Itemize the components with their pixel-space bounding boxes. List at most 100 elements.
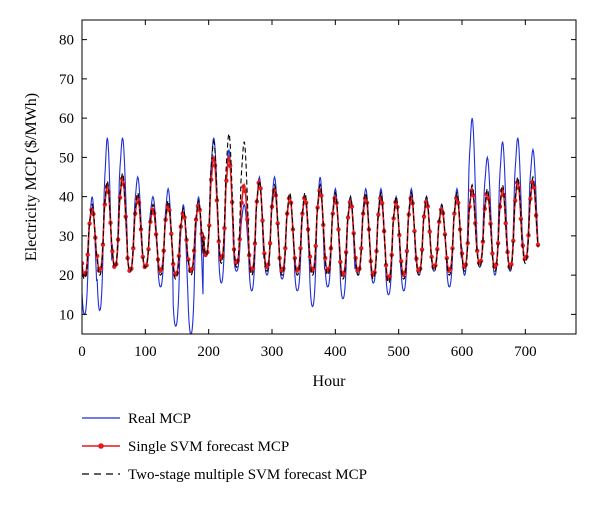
series-1-point-657 (495, 241, 501, 246)
series-1-point-540 (421, 214, 427, 219)
plot-frame (81, 19, 577, 335)
y-axis-title: Electricity MCP ($/MWh) (23, 93, 40, 261)
series-1-point-378 (319, 193, 324, 198)
series-1-point-282 (258, 186, 263, 191)
series-1-point-33 (100, 242, 106, 247)
series-1-point-468 (376, 212, 381, 217)
x-tick-label-100: 100 (134, 344, 157, 360)
series-1-point-234 (228, 163, 233, 169)
series-1-point-405 (336, 227, 341, 232)
series-1-point-255 (241, 184, 246, 189)
series-1-point-513 (404, 248, 410, 254)
y-tick-label-50: 50 (59, 150, 74, 166)
series-1-point-624 (475, 248, 480, 254)
series-1-point-708 (528, 196, 533, 202)
legend-entry-single-svm: Single SVM forecast MCP (82, 439, 289, 455)
series-1-point-81 (131, 246, 136, 251)
series-1-point-693 (518, 216, 524, 222)
legend-label-real: Real MCP (128, 411, 191, 427)
series-1-point-24 (95, 253, 100, 259)
x-tick-label-0: 0 (78, 344, 86, 360)
series-1-point-714 (532, 185, 537, 190)
series-1-point-204 (209, 177, 214, 182)
series-1-point-102 (144, 263, 149, 268)
legend-label-two-stage-svm: Two-stage multiple SVM forecast MCP (128, 467, 367, 483)
series-1-point-144 (171, 261, 176, 267)
series-1-point-162 (182, 215, 187, 220)
series-1-point-180 (193, 217, 199, 222)
y-tick-label-80: 80 (59, 33, 74, 49)
series-1-point-408 (338, 259, 343, 265)
series-1-point-12 (87, 221, 92, 226)
legend-entry-real: Real MCP (82, 411, 191, 427)
series-1-point-270 (250, 265, 256, 271)
series-1-point-501 (397, 232, 402, 238)
series-1-point-369 (313, 243, 318, 249)
series-1-point-201 (207, 223, 212, 228)
y-tick-label-60: 60 (59, 111, 74, 127)
series-1-point-552 (429, 254, 434, 260)
series-1-point-558 (433, 263, 438, 268)
series-1-point-681 (511, 238, 516, 243)
series-1-point-594 (456, 200, 461, 206)
y-tick-label-40: 40 (59, 190, 74, 206)
series-1-point-618 (471, 193, 476, 198)
legend-marker-single-svm (98, 443, 104, 449)
series-layer (82, 118, 541, 334)
series-1-point-537 (419, 247, 425, 252)
series-1-point-684 (513, 198, 518, 203)
x-tick-label-600: 600 (451, 344, 474, 360)
x-tick-label-200: 200 (197, 344, 220, 360)
series-1-point-588 (452, 211, 457, 216)
series-1-point-36 (102, 202, 108, 207)
series-1-point-225 (222, 225, 227, 231)
series-1-point-441 (359, 246, 364, 251)
legend: Real MCP Single SVM forecast MCP Two-sta… (82, 411, 367, 483)
series-1-point-138 (167, 207, 172, 213)
series-1-point-228 (224, 178, 229, 183)
series-1-point-297 (267, 241, 273, 246)
series-1-point-141 (169, 231, 174, 236)
series-1-point-612 (467, 204, 472, 209)
y-tick-label-30: 30 (59, 229, 74, 245)
series-1-point-30 (98, 266, 104, 271)
y-axis: 10 20 30 40 50 60 70 80 (59, 33, 576, 323)
x-tick-label-700: 700 (514, 344, 537, 360)
series-1-point-9 (85, 252, 90, 257)
series-1-point-48 (110, 249, 115, 254)
y-tick-label-10: 10 (59, 307, 74, 323)
series-1-point-525 (412, 228, 417, 234)
series-1-point-576 (444, 255, 449, 261)
series-1-point-96 (140, 254, 145, 260)
series-1-point-168 (186, 257, 191, 262)
series-1-point-720 (535, 242, 541, 248)
series-1-point-486 (387, 274, 392, 279)
series-1-point-285 (260, 218, 265, 223)
x-axis: 0 100 200 300 400 500 600 700 (78, 20, 537, 360)
series-1-point-678 (509, 262, 514, 267)
x-axis-title: Hour (313, 373, 347, 390)
series-1-point-261 (245, 217, 250, 222)
series-1-point-549 (427, 229, 432, 234)
series-1-point-288 (262, 251, 267, 256)
series-1-point-642 (486, 196, 491, 201)
series-1-point-174 (190, 266, 195, 272)
y-tick-label-70: 70 (59, 72, 74, 88)
series-1-point-480 (383, 262, 389, 268)
series-1-point-414 (342, 270, 347, 275)
series-1-point-258 (243, 189, 248, 194)
series-1-point-0 (82, 261, 85, 266)
series-1-point-426 (349, 204, 354, 209)
series-1-point-474 (380, 200, 385, 206)
series-line-2 (82, 133, 539, 284)
x-tick-label-500: 500 (387, 344, 410, 360)
series-1-point-360 (307, 254, 313, 259)
series-1-point-354 (304, 200, 309, 206)
series-1-point-231 (226, 157, 231, 162)
series-1-point-669 (503, 221, 508, 226)
legend-label-single-svm: Single SVM forecast MCP (128, 439, 289, 455)
series-1-point-561 (435, 247, 440, 252)
series-1-point-105 (146, 247, 151, 252)
series-1-point-546 (425, 204, 430, 209)
